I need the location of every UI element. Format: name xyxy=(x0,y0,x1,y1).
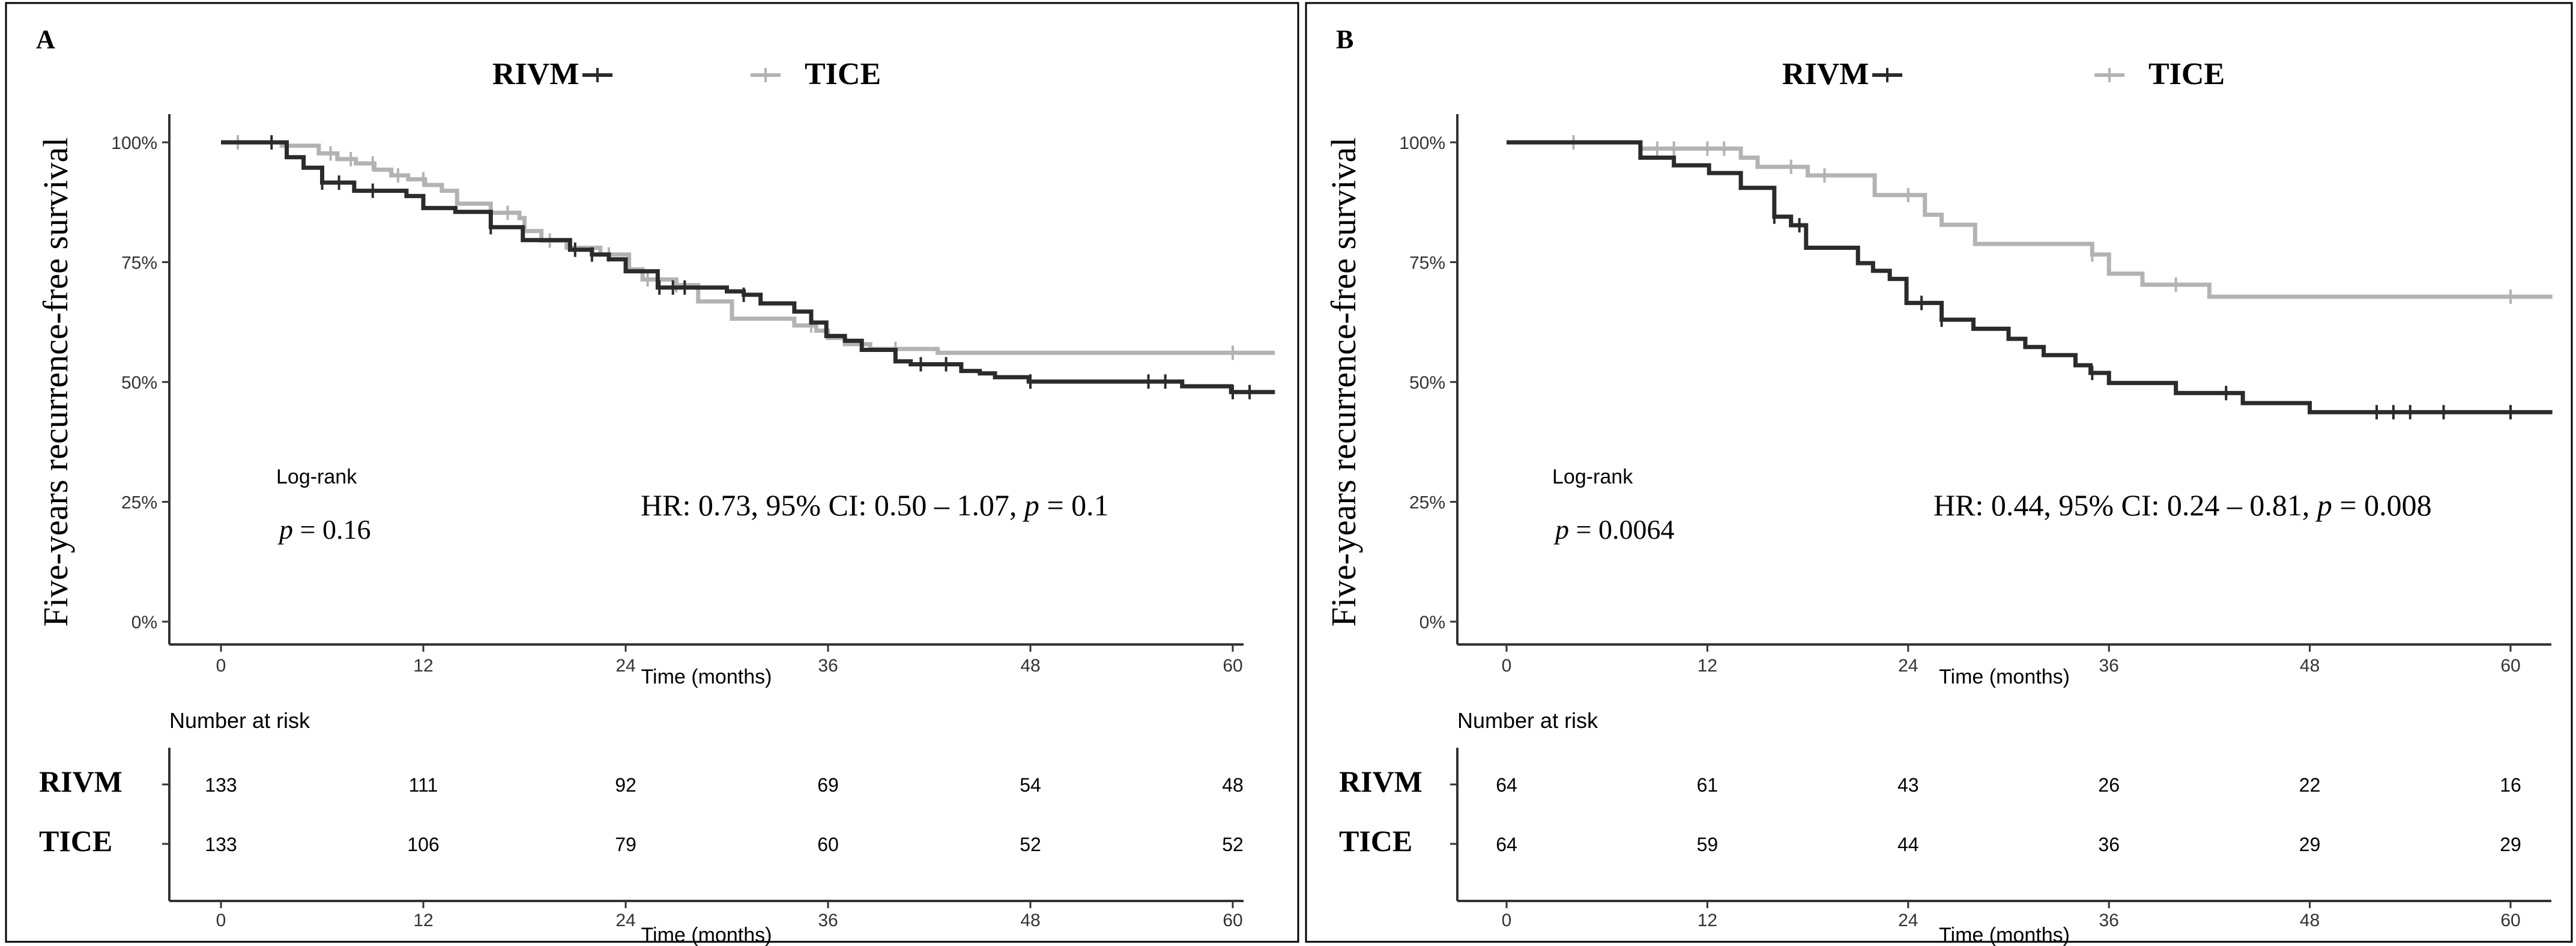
risk-table-title: Number at risk xyxy=(1457,708,1598,733)
panel-A: A RIVM TICE Five-years recurrence-free surv… xyxy=(5,2,1299,946)
legend-label-rivm: RIVM xyxy=(492,57,579,91)
risk-x-tick-label: 36 xyxy=(818,911,838,930)
risk-count: 64 xyxy=(1496,834,1517,855)
survival-curve-rivm xyxy=(1507,140,2553,414)
legend-label-tice: TICE xyxy=(805,57,881,91)
risk-count: 44 xyxy=(1897,834,1919,855)
risk-count: 26 xyxy=(2098,774,2120,796)
y-tick-label: 100% xyxy=(1399,133,1445,153)
survival-curve-tice xyxy=(221,140,1275,355)
test-label: Log-rank xyxy=(276,465,357,488)
risk-x-axis-label: Time (months) xyxy=(641,924,772,946)
x-tick-label: 36 xyxy=(2099,656,2119,676)
y-tick-label: 25% xyxy=(121,493,157,513)
risk-count: 106 xyxy=(407,834,439,855)
x-tick-label: 36 xyxy=(818,656,838,676)
risk-count: 29 xyxy=(2500,834,2521,855)
x-tick-label: 60 xyxy=(2500,656,2520,676)
risk-x-tick-label: 12 xyxy=(413,911,433,930)
x-tick-label: 0 xyxy=(1502,656,1512,676)
hazard-ratio-text: HR: 0.73, 95% CI: 0.50 – 1.07, p = 0.1 xyxy=(641,488,1109,522)
risk-x-tick-label: 60 xyxy=(1223,911,1242,930)
x-axis-label: Time (months) xyxy=(1939,666,2070,688)
y-tick-label: 100% xyxy=(111,133,157,153)
x-tick-label: 60 xyxy=(1223,656,1242,676)
risk-count: 133 xyxy=(205,774,237,796)
survival-curve-rivm xyxy=(221,140,1275,395)
risk-x-tick-label: 24 xyxy=(1898,911,1918,930)
risk-count: 22 xyxy=(2299,774,2321,796)
y-tick-label: 25% xyxy=(1409,493,1445,513)
risk-x-tick-label: 48 xyxy=(2300,911,2320,930)
x-tick-label: 24 xyxy=(1898,656,1918,676)
risk-x-tick-label: 48 xyxy=(1020,911,1040,930)
y-tick-label: 0% xyxy=(132,613,157,632)
risk-count: 60 xyxy=(817,834,839,855)
logrank-p-value: p = 0.0064 xyxy=(1553,514,1674,545)
risk-x-tick-label: 0 xyxy=(1502,911,1512,930)
risk-count: 52 xyxy=(1020,834,1041,855)
x-tick-label: 48 xyxy=(2300,656,2320,676)
x-tick-label: 12 xyxy=(413,656,433,676)
risk-count: 92 xyxy=(615,774,636,796)
risk-count: 133 xyxy=(205,834,237,855)
x-tick-label: 12 xyxy=(1698,656,1717,676)
risk-x-tick-label: 12 xyxy=(1698,911,1717,930)
x-tick-label: 48 xyxy=(1020,656,1040,676)
x-axis-label: Time (months) xyxy=(641,666,772,688)
legend-label-tice: TICE xyxy=(2148,57,2225,91)
risk-count: 29 xyxy=(2299,834,2321,855)
panel-border xyxy=(1305,2,2573,943)
risk-count: 61 xyxy=(1697,774,1719,796)
risk-x-tick-label: 60 xyxy=(2500,911,2520,930)
y-tick-label: 0% xyxy=(1420,613,1445,632)
risk-count: 64 xyxy=(1496,774,1517,796)
risk-count: 59 xyxy=(1697,834,1719,855)
test-label: Log-rank xyxy=(1552,465,1633,488)
risk-x-axis-label: Time (months) xyxy=(1939,924,2070,946)
y-tick-label: 75% xyxy=(121,253,157,273)
panel-label: A xyxy=(36,25,55,54)
x-tick-label: 24 xyxy=(615,656,635,676)
risk-row-label-rivm: RIVM xyxy=(39,765,122,798)
risk-x-tick-label: 0 xyxy=(216,911,226,930)
y-tick-label: 50% xyxy=(1409,373,1445,393)
panel-B: B RIVM TICE Five-years recurrence-free surv… xyxy=(1305,2,2573,946)
y-tick-label: 50% xyxy=(121,373,157,393)
panel-label: B xyxy=(1336,25,1353,54)
risk-row-label-rivm: RIVM xyxy=(1339,765,1423,798)
risk-x-tick-label: 24 xyxy=(615,911,635,930)
risk-count: 36 xyxy=(2098,834,2120,855)
survival-curve-tice xyxy=(1507,140,2553,299)
x-tick-label: 0 xyxy=(216,656,226,676)
risk-count: 54 xyxy=(1020,774,1041,796)
hazard-ratio-text: HR: 0.44, 95% CI: 0.24 – 0.81, p = 0.008 xyxy=(1934,488,2432,522)
risk-count: 111 xyxy=(409,774,438,796)
risk-count: 69 xyxy=(817,774,839,796)
logrank-p-value: p = 0.16 xyxy=(277,514,370,545)
y-tick-label: 75% xyxy=(1409,253,1445,273)
risk-count: 52 xyxy=(1222,834,1244,855)
legend-label-rivm: RIVM xyxy=(1782,57,1869,91)
y-axis-label: Five-years recurrence-free survival xyxy=(1324,138,1363,627)
risk-count: 48 xyxy=(1222,774,1244,796)
y-axis-label: Five-years recurrence-free survival xyxy=(36,138,75,627)
risk-count: 16 xyxy=(2500,774,2521,796)
panel-border xyxy=(5,2,1299,943)
risk-row-label-tice: TICE xyxy=(1339,824,1412,858)
risk-table-title: Number at risk xyxy=(169,708,310,733)
risk-row-label-tice: TICE xyxy=(39,824,112,858)
risk-x-tick-label: 36 xyxy=(2099,911,2119,930)
risk-count: 43 xyxy=(1897,774,1919,796)
risk-count: 79 xyxy=(615,834,636,855)
